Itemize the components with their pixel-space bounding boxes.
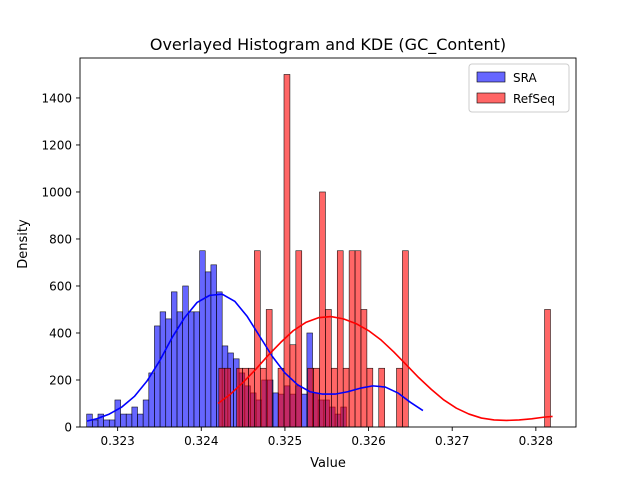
y-tick-label: 0 [64,421,72,435]
histogram-bar [125,413,133,428]
histogram-bar [193,311,200,428]
kde-line-refseq [217,315,553,422]
legend-swatch-refseq [476,92,506,104]
y-tick-label: 400 [49,326,72,340]
histogram-bar [148,372,155,428]
x-tick-label: 0.326 [351,434,385,448]
histogram-bar [348,250,356,428]
histogram-bar [300,393,308,428]
plot-frame [79,57,577,428]
histogram-bar [182,285,189,428]
histogram-bar [342,367,350,428]
histogram-bar [188,311,195,428]
histogram-bar [336,250,344,428]
histogram-bar [142,399,150,428]
histogram-bar [199,250,206,428]
legend-swatch-sra [476,71,506,83]
histogram-bar [259,367,267,428]
histogram-bar [120,413,127,428]
histogram-bar [307,367,314,428]
histogram-bar [171,291,178,428]
y-tick-label: 1000 [41,185,72,199]
histogram-bar [265,309,273,428]
histogram-bar [114,399,121,428]
histogram-bar [103,419,110,428]
kde-line-sra [86,293,424,422]
x-tick-label: 0.323 [100,434,134,448]
histogram-bar [92,419,99,428]
histogram-bar [544,309,551,428]
histogram-bar [366,367,374,428]
legend: SRA RefSeq [468,63,570,113]
histogram-bar [159,311,167,428]
plot-area: 0.323 0.324 0.325 0.326 0.327 0.328 0 200 400 600… [41,57,577,448]
y-tick-label: 1200 [41,138,72,152]
histogram-bar [218,367,226,428]
y-tick-label: 200 [49,373,72,387]
y-tick-label: 800 [49,232,72,246]
legend-label-refseq: RefSeq [513,92,555,106]
histogram-bar [131,406,138,428]
histogram-bar [254,250,261,428]
series-refseq-bars [218,74,551,428]
x-axis-label: Value [310,456,346,471]
y-tick-label: 600 [49,279,72,293]
histogram-bar [277,367,285,428]
histogram-bar [313,367,320,428]
histogram-bar [165,318,172,428]
legend-label-sra: SRA [513,71,537,85]
x-tick-label: 0.327 [435,434,469,448]
histogram-bar [210,264,217,428]
histogram-bar [137,413,144,428]
histogram-bar [108,419,116,428]
histogram-bar [378,367,385,428]
x-tick-label: 0.324 [184,434,218,448]
histogram-bar [236,367,243,428]
histogram-bar [354,250,362,428]
y-tick-label: 1400 [41,91,72,105]
x-tick-label: 0.325 [268,434,302,448]
histogram-bar [325,309,332,428]
x-tick-label: 0.328 [519,434,553,448]
y-axis-label: Density [16,219,31,269]
histogram-bar [295,250,303,428]
histogram-bar [289,344,297,428]
histogram-bar [396,367,403,428]
chart-title: Overlayed Histogram and KDE (GC_Content) [150,35,506,55]
histogram-bar [319,191,326,428]
histogram-bar [331,367,338,428]
histogram-bar [154,325,161,428]
